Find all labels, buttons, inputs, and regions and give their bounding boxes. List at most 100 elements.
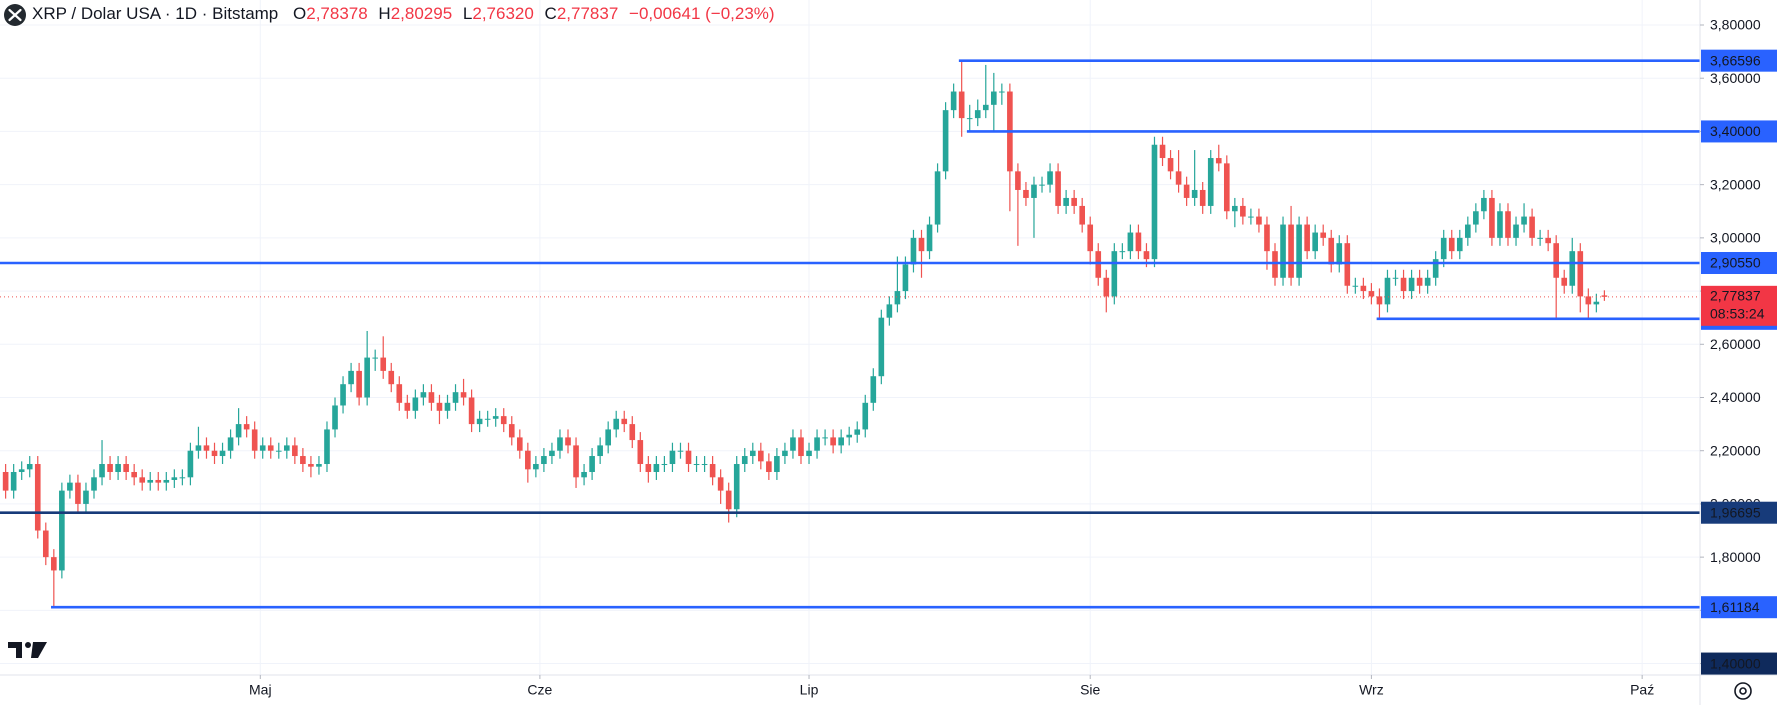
candle-body [1432,259,1439,278]
x-tick-label: Maj [249,682,272,698]
candle-body [613,418,620,430]
candle-body [219,450,226,457]
level-label: 1,96695 [1710,504,1761,520]
level-label: 3,40000 [1710,123,1761,139]
candle-body [974,110,981,119]
candle-body [1095,251,1102,278]
candle-body [267,445,274,451]
level-box [1701,596,1777,619]
candle-body [822,437,828,439]
candle-body [147,479,154,483]
y-tick-label: 2,60000 [1710,336,1761,352]
candle-body [1456,237,1463,252]
header: XRP / Dolar USA · 1D · Bitstamp O2,78378… [32,4,775,23]
candle-body [1553,243,1560,278]
candle-body [1023,189,1029,198]
candle-body [1087,224,1094,252]
candle-body [476,418,483,425]
candle-body [187,450,194,478]
quote-key: C [545,4,557,23]
candle-body [1079,205,1085,225]
candle-body [878,317,885,377]
level-label: 3,66596 [1710,52,1761,68]
candle-body [1015,171,1021,190]
tradingview-logo [8,642,47,658]
candle-body [452,392,459,403]
candle-body [862,402,869,430]
candle-body [966,118,973,120]
candle-body [107,464,113,472]
level-box [1701,120,1777,143]
candle-body [155,479,162,483]
candle-body [1167,158,1174,172]
settings-icon[interactable] [1734,682,1752,700]
candle-body [235,424,242,438]
logo-part [31,642,47,658]
candle-body [1593,301,1600,305]
y-tick-label: 3,60000 [1710,70,1761,86]
level-box [1701,501,1777,524]
candle-body [990,91,997,105]
y-tick-label: 1,40000 [1710,655,1761,671]
level-label: 2,90550 [1710,255,1761,271]
candle-body [581,471,587,478]
candle-body [364,357,370,398]
quote-change: −0,00641 (−0,23%) [629,4,775,23]
candle-body [589,456,595,472]
countdown: 08:53:24 [1710,306,1765,322]
quote-value: 2,77837 [557,4,618,23]
candle-body [1288,224,1294,278]
candle-body [227,437,234,451]
settings-icon-center[interactable] [1739,687,1747,695]
candle-body [75,482,81,504]
candle-body [356,370,362,398]
candle-body [91,477,97,491]
candle-body [798,437,804,457]
candle-body [500,416,507,425]
candle-body [1505,211,1511,238]
candle-body [1408,277,1415,292]
candle-body [243,424,250,430]
candle-body [870,376,877,403]
candle-body [886,304,893,318]
candle-body [428,392,435,403]
candle-body [1296,224,1302,278]
candle-body [782,450,788,457]
candle-body [621,418,628,425]
candle-body [83,490,89,504]
candle-body [42,530,49,558]
x-tick-label: Cze [527,682,552,698]
candle-body [484,418,491,420]
candle-body [115,464,121,472]
candle-body [1545,237,1551,244]
candle-body [565,437,571,446]
candle-body [999,91,1005,93]
settings-button[interactable] [1734,682,1752,700]
y-tick-label: 3,00000 [1710,230,1761,246]
candle-body [492,416,499,419]
candle-body [163,479,170,483]
candle-body [597,445,603,457]
candle-body [854,429,861,435]
candle-body [1569,251,1576,286]
candle-body [1223,163,1230,212]
candle-body [982,104,989,111]
candle-body [1344,243,1351,286]
candle-body [308,464,314,467]
candle-body [1424,277,1431,286]
y-tick-label: 1,80000 [1710,549,1761,565]
candle-body [758,450,764,462]
candle-body [324,429,330,465]
candle-body [171,477,178,480]
symbol-title: XRP / Dolar USA · 1D · Bitstamp [32,4,278,23]
candle-body [525,450,531,470]
candle-body [661,464,668,466]
candle-body [1473,211,1479,225]
candle-body [444,402,451,411]
grid [0,0,1700,675]
candle-body [1513,224,1519,238]
candle-body [1489,197,1495,238]
candle-body [292,445,298,457]
candle-body [1601,295,1608,297]
